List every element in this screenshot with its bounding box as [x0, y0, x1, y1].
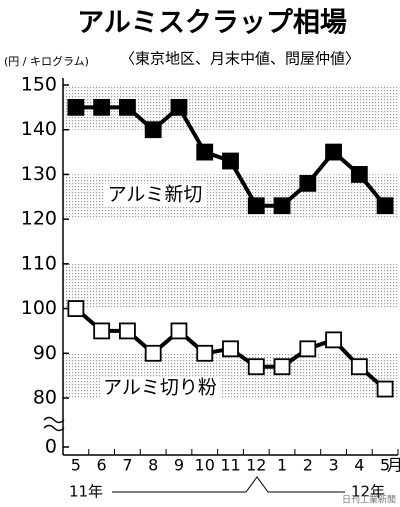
marker: [67, 300, 85, 317]
x-tick-label: 3: [328, 456, 338, 475]
y-tick-label: 150: [21, 74, 57, 96]
month-unit: 月: [387, 456, 400, 475]
shaded-band: [63, 263, 398, 309]
marker: [247, 197, 265, 215]
axis-break: [43, 416, 65, 432]
marker: [299, 174, 317, 192]
x-tick-label: 6: [97, 456, 107, 475]
marker: [119, 98, 136, 116]
x-tick-label: 4: [354, 456, 364, 475]
year-label: 11年: [69, 483, 103, 501]
marker: [144, 344, 162, 362]
year-label: 12年: [351, 483, 385, 501]
x-tick-label: 5: [71, 456, 81, 475]
credit: 日刊工業新聞: [342, 494, 396, 506]
y-tick-label: 90: [33, 342, 57, 364]
marker: [350, 166, 368, 183]
marker: [119, 322, 136, 340]
marker: [196, 143, 214, 161]
marker: [170, 98, 188, 116]
y-tick-label: 120: [21, 208, 57, 230]
x-tick-label: 11: [220, 456, 240, 475]
series-label-bg: [104, 183, 206, 206]
series-label-bg: [100, 376, 220, 399]
marker: [196, 344, 214, 362]
series-label: アルミ切り粉: [103, 377, 217, 399]
year-line: [112, 476, 345, 493]
x-tick-label: 9: [174, 456, 184, 475]
y-axis-label: (円 / キログラム): [4, 54, 89, 68]
marker: [299, 340, 317, 358]
y-tick-label: 140: [21, 118, 57, 140]
marker: [376, 197, 394, 215]
marker: [93, 98, 111, 116]
marker: [67, 98, 85, 116]
y-tick-label: 0: [45, 436, 57, 458]
x-tick-label: 12: [246, 456, 266, 475]
marker: [247, 358, 265, 376]
y-tick-label: 80: [33, 387, 57, 409]
marker: [144, 121, 162, 139]
x-tick-label: 1: [277, 456, 287, 475]
marker: [376, 380, 394, 398]
marker: [93, 322, 111, 340]
chart-subtitle: 〈東京地区、月末中値、問屋仲値〉: [120, 50, 360, 68]
x-tick-label: 7: [122, 456, 132, 475]
marker: [273, 197, 291, 215]
marker: [222, 340, 239, 358]
marker: [222, 152, 239, 170]
x-tick-label: 5: [380, 456, 390, 475]
series-label: アルミ新切: [108, 184, 203, 206]
x-tick-label: 10: [195, 456, 215, 475]
marker: [350, 358, 368, 376]
x-tick-label: 8: [148, 456, 158, 475]
marker: [170, 322, 188, 340]
marker: [325, 143, 342, 161]
marker: [273, 358, 291, 376]
chart-title: アルミスクラップ相場: [77, 8, 347, 39]
y-tick-label: 110: [21, 252, 57, 274]
y-tick-label: 100: [21, 297, 57, 319]
marker: [325, 331, 342, 349]
x-tick-label: 2: [303, 456, 313, 475]
y-tick-label: 130: [21, 163, 57, 185]
